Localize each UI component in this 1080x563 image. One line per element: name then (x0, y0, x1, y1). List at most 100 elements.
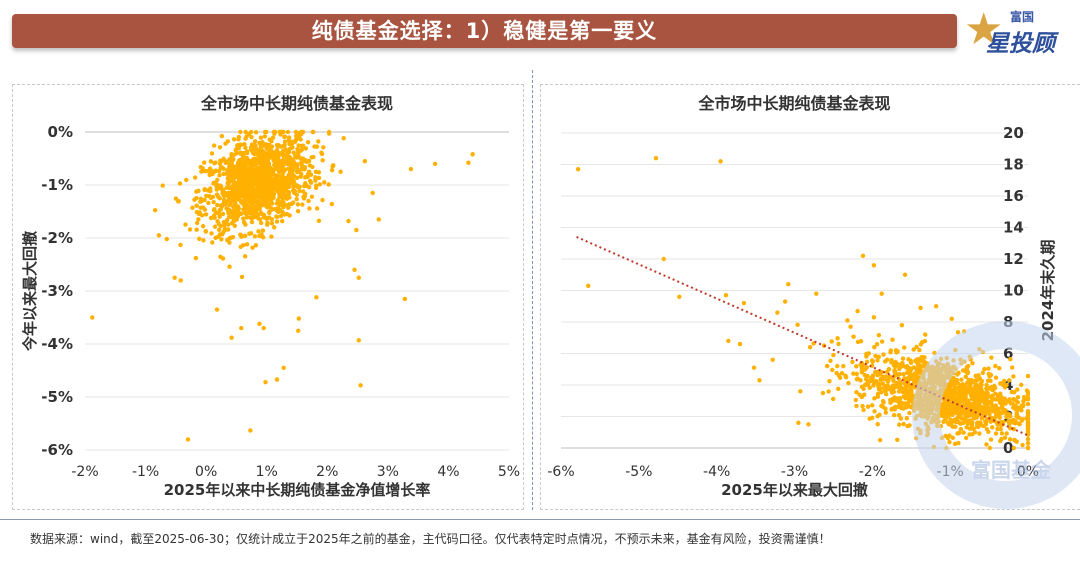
logo-top-text: 富国 (1010, 10, 1035, 24)
data-point (851, 334, 856, 339)
data-point (986, 411, 991, 416)
data-point (726, 338, 731, 344)
data-point (217, 145, 223, 150)
data-point (211, 180, 217, 185)
data-point (248, 147, 254, 152)
data-point (984, 396, 989, 401)
data-point (963, 374, 968, 380)
data-point (282, 134, 288, 139)
data-point (217, 214, 222, 219)
data-point (989, 355, 994, 360)
data-point (288, 180, 294, 186)
data-point (854, 403, 859, 409)
data-point (358, 383, 363, 388)
title-banner: 纯债基金选择：1）稳健是第一要义 (12, 14, 957, 48)
data-point (879, 390, 884, 395)
data-point (786, 282, 791, 287)
data-point (249, 209, 254, 214)
data-point (999, 436, 1004, 442)
data-point (969, 410, 974, 415)
data-point (286, 204, 291, 210)
data-point (1001, 378, 1007, 384)
data-point (943, 416, 948, 422)
data-point (185, 437, 191, 442)
data-point (988, 437, 994, 442)
data-point (239, 187, 245, 193)
data-point (220, 187, 225, 193)
data-point (278, 132, 283, 137)
data-point (227, 202, 232, 208)
data-point (943, 406, 948, 412)
data-point (257, 321, 262, 327)
data-point (276, 167, 281, 173)
data-point (202, 186, 207, 192)
data-point (313, 185, 319, 190)
data-point (995, 397, 1000, 402)
y-tick-label: 6 (1003, 345, 1013, 363)
data-point (977, 431, 982, 436)
data-point (299, 147, 305, 152)
data-point (233, 182, 239, 187)
data-point (973, 393, 978, 398)
data-point (362, 158, 368, 164)
data-point (882, 386, 887, 391)
data-point (828, 358, 833, 363)
data-point (911, 347, 916, 352)
data-point (865, 404, 871, 409)
data-point (282, 139, 288, 144)
data-point (1006, 378, 1012, 383)
data-point (295, 202, 301, 207)
data-point (329, 167, 335, 173)
data-point (291, 150, 296, 155)
data-point (958, 394, 964, 399)
data-point (272, 129, 278, 135)
data-point (1000, 399, 1005, 405)
data-point (248, 428, 253, 433)
data-point (284, 195, 289, 201)
data-point (947, 433, 952, 438)
data-point (226, 181, 231, 187)
data-point (1004, 383, 1009, 388)
data-point (945, 413, 951, 419)
data-point (984, 442, 989, 447)
data-point (300, 167, 305, 172)
data-point (848, 324, 853, 329)
data-point (258, 135, 264, 140)
data-point (1001, 419, 1006, 425)
data-point (291, 200, 296, 205)
data-point (241, 216, 246, 221)
data-point (798, 389, 803, 394)
data-point (875, 372, 880, 378)
data-point (965, 421, 970, 426)
data-point (1025, 425, 1031, 431)
data-point (1022, 397, 1028, 402)
data-point (894, 384, 899, 389)
data-point (1002, 435, 1008, 440)
data-point (249, 216, 254, 221)
data-point (1015, 407, 1020, 413)
data-point (224, 185, 229, 190)
data-point (272, 185, 278, 190)
data-point (205, 188, 211, 193)
data-point (277, 185, 282, 191)
data-point (172, 275, 177, 280)
data-point (827, 378, 832, 384)
data-point (230, 235, 236, 240)
data-point (1011, 445, 1017, 451)
data-point (338, 169, 343, 174)
data-point (224, 217, 230, 223)
data-point (904, 392, 910, 397)
data-point (251, 167, 256, 172)
x-tick-label: 5% (498, 464, 520, 480)
data-point (257, 180, 262, 186)
data-point (203, 212, 209, 217)
data-point (213, 235, 218, 241)
data-point (314, 206, 320, 211)
data-point (961, 411, 967, 416)
data-point (281, 202, 287, 208)
data-point (992, 383, 997, 389)
data-point (889, 390, 895, 395)
data-point (296, 328, 301, 333)
data-point (216, 227, 222, 233)
data-point (221, 171, 226, 177)
